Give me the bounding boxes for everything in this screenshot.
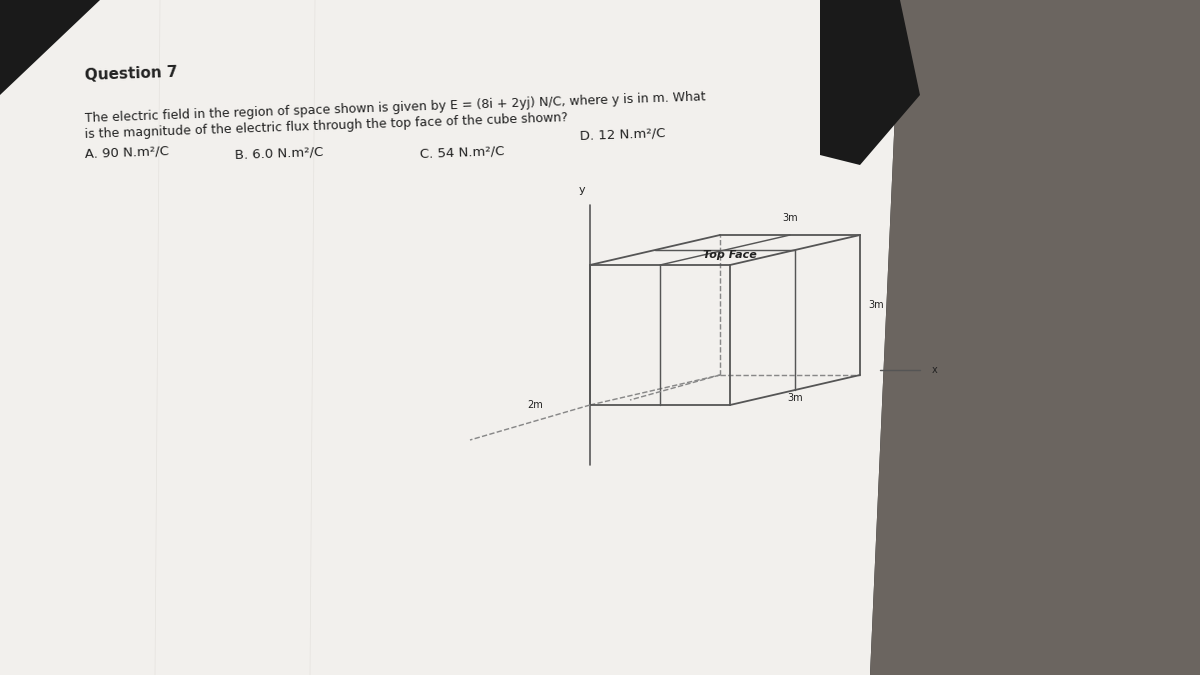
Text: y: y [578,185,586,195]
Polygon shape [870,0,1200,675]
Text: A. 90 N.m²/C: A. 90 N.m²/C [85,145,169,161]
Polygon shape [0,0,900,675]
Polygon shape [820,0,920,165]
Text: is the magnitude of the electric flux through the top face of the cube shown?: is the magnitude of the electric flux th… [85,111,569,141]
Text: Question 7: Question 7 [85,65,179,83]
Text: 3m: 3m [868,300,883,310]
Text: 3m: 3m [782,213,798,223]
Text: The electric field in the region of space shown is given by E = (8i + 2yj) N/C, : The electric field in the region of spac… [85,90,707,125]
Text: x: x [932,365,937,375]
Text: 3m: 3m [787,393,803,403]
Polygon shape [0,0,100,95]
Text: D. 12 N.m²/C: D. 12 N.m²/C [580,127,666,143]
Text: Top Face: Top Face [703,250,757,260]
Text: B. 6.0 N.m²/C: B. 6.0 N.m²/C [235,145,324,161]
Text: C. 54 N.m²/C: C. 54 N.m²/C [420,145,505,161]
Text: 2m: 2m [527,400,542,410]
